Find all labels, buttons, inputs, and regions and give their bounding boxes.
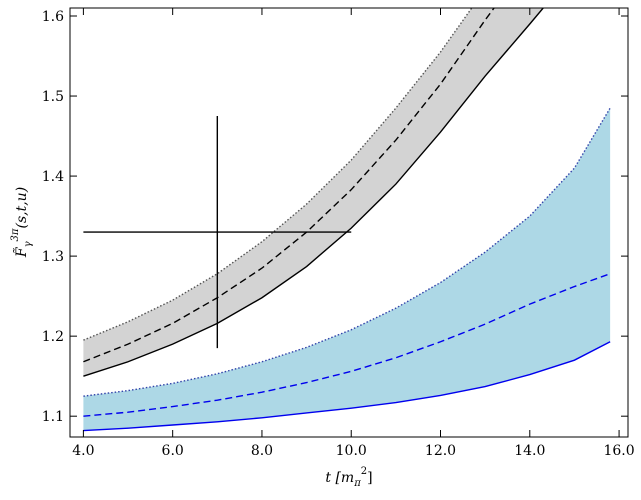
band (83, 108, 611, 431)
x-label-sub: π (353, 478, 361, 489)
x-tick-label: 4.0 (72, 443, 94, 459)
curve (83, 8, 473, 341)
y-tick-label: 1.5 (42, 89, 64, 105)
x-label-sup: 2 (361, 466, 367, 477)
x-tick-label: 16.0 (603, 443, 634, 459)
y-label-base: F̃ (12, 246, 30, 258)
x-tick-label: 10.0 (336, 443, 367, 459)
y-tick-label: 1.3 (42, 249, 64, 265)
y-tick-label: 1.6 (42, 9, 64, 25)
y-tick-label: 1.4 (42, 169, 64, 185)
y-tick-label: 1.2 (42, 329, 64, 345)
x-label-close: ] (367, 470, 372, 486)
curve (83, 273, 611, 417)
x-axis-label: t [mπ2] (325, 466, 372, 489)
band (83, 8, 544, 377)
x-tick-label: 12.0 (425, 443, 456, 459)
plot-area (83, 8, 611, 432)
y-tick-label: 1.1 (42, 409, 64, 425)
curve (83, 8, 544, 377)
y-axis-label: F̃γ3π(s,t,u) (10, 187, 34, 258)
y-label-sup: 3π (10, 228, 21, 241)
y-label-sub: γ (23, 241, 34, 247)
x-tick-label: 8.0 (251, 443, 273, 459)
x-tick-label: 6.0 (162, 443, 184, 459)
x-tick-label: 14.0 (514, 443, 545, 459)
curve (83, 107, 611, 397)
y-label-args: (s,t,u) (14, 187, 30, 229)
plot-frame (69, 7, 629, 438)
x-label-base: t [m (325, 470, 354, 486)
curve (83, 341, 611, 432)
